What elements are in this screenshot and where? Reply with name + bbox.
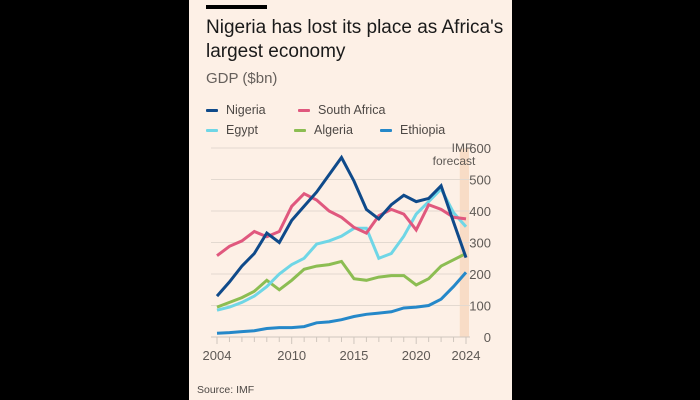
legend-swatch (294, 128, 306, 132)
legend-swatch (206, 128, 218, 132)
x-tick-label: 2004 (203, 348, 232, 363)
x-tick-label: 2010 (277, 348, 306, 363)
forecast-label: forecast (433, 154, 476, 168)
top-rule (206, 5, 267, 9)
legend-label: Algeria (314, 123, 353, 137)
legend-item-ethiopia: Ethiopia (380, 123, 445, 137)
series-line-ethiopia (216, 271, 468, 335)
y-tick-label: 200 (469, 267, 491, 282)
legend-swatch (298, 108, 310, 112)
legend-label: Egypt (226, 123, 258, 137)
legend-label: Nigeria (226, 103, 266, 117)
legend-item-egypt: Egypt (206, 123, 258, 137)
x-tick-label: 2015 (339, 348, 368, 363)
y-tick-label: 500 (469, 173, 491, 188)
chart-subtitle: GDP ($bn) (206, 70, 278, 87)
x-tick-label: 2024 (452, 348, 481, 363)
source-note: Source: IMF (197, 384, 255, 396)
y-tick-label: 0 (484, 330, 491, 345)
chart-title: Nigeria has lost its place as Africa's l… (206, 17, 504, 62)
x-tick-label: 2020 (402, 348, 431, 363)
legend-label: South Africa (318, 103, 386, 117)
y-tick-label: 600 (469, 141, 491, 156)
series-line-south-africa (216, 191, 467, 257)
legend-label: Ethiopia (400, 123, 446, 137)
series-line-nigeria (215, 154, 468, 298)
forecast-label: IMF (452, 141, 473, 155)
y-tick-label: 100 (469, 299, 491, 314)
line-chart: 0 100 200 300 400 500 600 2004 2010 2015 2020 2024 I… (203, 141, 491, 363)
series-line-egypt (216, 186, 468, 312)
y-tick-label: 300 (469, 236, 491, 251)
y-tick-label: 400 (469, 204, 491, 219)
legend-item-algeria: Algeria (294, 123, 353, 137)
series-line-algeria (216, 252, 467, 309)
legend-item-south-africa: South Africa (298, 103, 385, 117)
legend-swatch (206, 108, 218, 112)
legend-swatch (380, 128, 392, 132)
legend-item-nigeria: Nigeria (206, 103, 266, 117)
chart-panel: Nigeria has lost its place as Africa's l… (189, 0, 512, 400)
